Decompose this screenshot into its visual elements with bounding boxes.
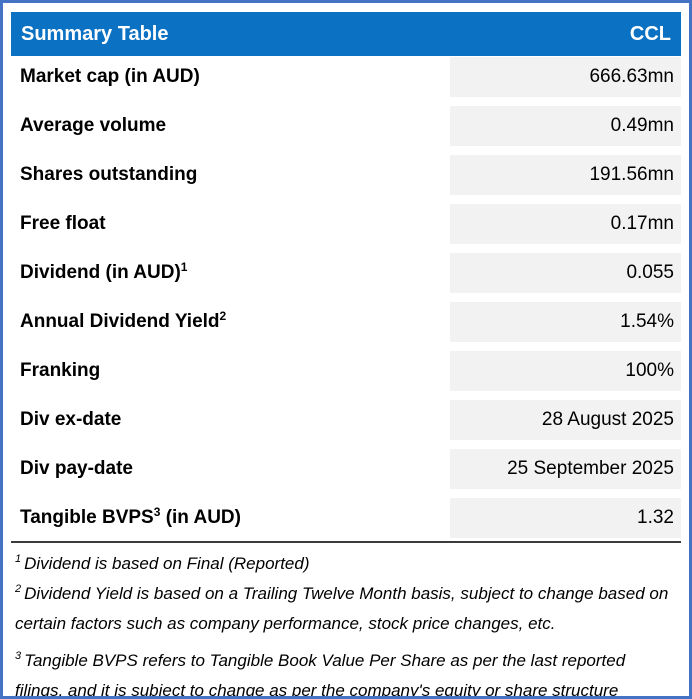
ticker-symbol: CCL <box>629 22 671 45</box>
row-label: Market cap (in AUD) <box>11 66 450 88</box>
row-value: 28 August 2025 <box>450 400 681 440</box>
footnote-superscript: 1 <box>15 553 22 565</box>
row-label: Free float <box>11 213 450 235</box>
row-value: 1.32 <box>450 498 681 538</box>
table-row: Shares outstanding 191.56mn <box>11 155 681 195</box>
table-title: Summary Table <box>21 22 169 45</box>
row-value: 1.54% <box>450 302 681 342</box>
table-row: Franking 100% <box>11 351 681 391</box>
table-row: Market cap (in AUD) 666.63mn <box>11 57 681 97</box>
row-value: 25 September 2025 <box>450 449 681 489</box>
row-value: 100% <box>450 351 681 391</box>
row-value: 0.49mn <box>450 106 681 146</box>
row-label-superscript: 1 <box>180 260 188 274</box>
row-label-text: Market cap (in AUD) <box>20 66 200 87</box>
table-header: Summary Table CCL <box>11 12 681 56</box>
table-row: Tangible BVPS3 (in AUD) 1.32 <box>11 498 681 538</box>
row-label: Dividend (in AUD)1 <box>11 260 450 284</box>
row-label: Average volume <box>11 115 450 137</box>
footnote: 3 Tangible BVPS refers to Tangible Book V… <box>15 647 675 699</box>
row-label: Shares outstanding <box>11 164 450 186</box>
row-label-text: Shares outstanding <box>20 164 198 185</box>
footnotes-section: 1 Dividend is based on Final (Reported) 2… <box>11 543 681 699</box>
row-label-text: Tangible BVPS <box>20 507 154 528</box>
row-label-text: Annual Dividend Yield <box>20 311 220 332</box>
row-value: 191.56mn <box>450 155 681 195</box>
footnote-superscript: 3 <box>15 650 22 662</box>
row-label: Div ex-date <box>11 409 450 431</box>
row-value: 666.63mn <box>450 57 681 97</box>
table-row: Dividend (in AUD)1 0.055 <box>11 253 681 293</box>
footnote: 1 Dividend is based on Final (Reported) <box>15 550 675 580</box>
row-label-superscript: 3 <box>153 505 161 519</box>
row-label-text: Div pay-date <box>20 458 133 479</box>
row-value: 0.055 <box>450 253 681 293</box>
footnote-text: Dividend is based on Final (Reported) <box>24 554 310 573</box>
table-bottom-rule <box>11 541 681 543</box>
row-label: Annual Dividend Yield2 <box>11 309 450 333</box>
table-row: Annual Dividend Yield2 1.54% <box>11 302 681 342</box>
row-label: Tangible BVPS3 (in AUD) <box>11 505 450 529</box>
row-label-suffix: (in AUD) <box>160 507 241 528</box>
row-label-text: Average volume <box>20 115 167 136</box>
row-value: 0.17mn <box>450 204 681 244</box>
row-label-text: Dividend (in AUD) <box>20 262 181 283</box>
footnote-text: Tangible BVPS refers to Tangible Book Va… <box>15 651 626 699</box>
table-row: Free float 0.17mn <box>11 204 681 244</box>
footnote-superscript: 2 <box>15 583 22 595</box>
table-row: Div ex-date 28 August 2025 <box>11 400 681 440</box>
footnote: 2 Dividend Yield is based on a Trailing T… <box>15 580 675 637</box>
summary-rows: Market cap (in AUD) 666.63mn Average vol… <box>11 57 681 538</box>
row-label-text: Div ex-date <box>20 409 122 430</box>
row-label: Div pay-date <box>11 458 450 480</box>
table-row: Average volume 0.49mn <box>11 106 681 146</box>
footnote-text: Dividend Yield is based on a Trailing Tw… <box>15 584 669 633</box>
row-label: Franking <box>11 360 450 382</box>
row-label-text: Franking <box>20 360 101 381</box>
row-label-superscript: 2 <box>219 309 227 323</box>
row-label-text: Free float <box>20 213 106 234</box>
table-row: Div pay-date 25 September 2025 <box>11 449 681 489</box>
